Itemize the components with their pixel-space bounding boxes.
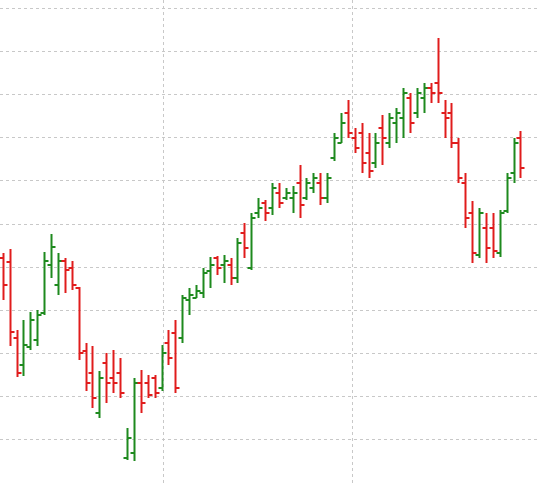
chart <box>0 0 537 483</box>
page: (() => { const data = JSON.parse(documen… <box>0 0 537 483</box>
